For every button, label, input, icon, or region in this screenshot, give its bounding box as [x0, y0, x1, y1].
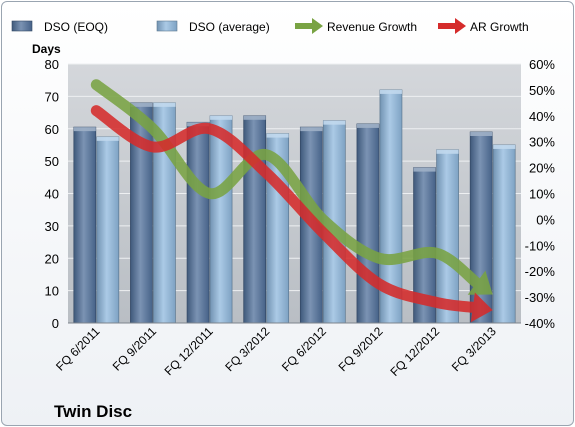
y-axis-ticks: 0 10 20 30 40 50 60 70 80: [45, 57, 59, 331]
y-tick-label: 60: [45, 122, 59, 137]
y-tick-label: 0: [52, 316, 59, 331]
bar-top: [243, 115, 266, 120]
bar-group: [96, 136, 120, 324]
line-path: [90, 105, 479, 313]
legend-swatch: [156, 20, 178, 32]
legend-label: Revenue Growth: [327, 20, 417, 34]
bar-top: [153, 102, 176, 107]
legend-swatch: [11, 20, 33, 32]
y-tick-label: 50: [45, 154, 59, 169]
bar: [96, 136, 120, 324]
bar-top: [356, 123, 379, 128]
x-tick-label: FQ 12/2011: [162, 324, 216, 378]
x-tick-label: FQ 9/2012: [336, 324, 386, 374]
bar-top: [300, 127, 323, 132]
x-tick-label: FQ 3/2013: [449, 324, 499, 374]
legend-label: AR Growth: [470, 20, 529, 34]
y2-tick-label: -20%: [525, 264, 556, 279]
legend-item: AR Growth: [438, 18, 529, 34]
y2-tick-label: -30%: [525, 290, 556, 305]
y2-tick-label: 50%: [529, 83, 555, 98]
line-arrowhead: [467, 270, 493, 295]
legend-label: DSO (average): [189, 20, 270, 34]
y-tick-label: 70: [45, 89, 59, 104]
bar-group: [356, 123, 380, 324]
x-tick-label: FQ 9/2011: [110, 324, 160, 374]
x-tick-label: FQ 3/2012: [222, 324, 272, 374]
y2-tick-label: 20%: [529, 161, 555, 176]
y2-tick-label: 10%: [529, 187, 555, 202]
bar-group: [436, 149, 459, 324]
growth-line: [90, 105, 493, 323]
bar-group: [209, 115, 233, 324]
bar: [356, 123, 380, 324]
y-tick-label: 80: [45, 57, 59, 72]
y2-axis-ticks: -40% -30% -20% -10% 0% 10% 20% 30% 40% 50% 60%: [525, 57, 556, 331]
line-arrowhead: [470, 292, 493, 323]
bar-top: [96, 136, 119, 141]
y-tick-label: 30: [45, 219, 59, 234]
x-tick-label: FQ 6/2012: [279, 324, 329, 374]
bar-top: [130, 102, 153, 107]
y-tick-label: 20: [45, 251, 59, 266]
bar-group: [492, 144, 516, 324]
bar-top: [493, 144, 516, 149]
legend-swatch-arrowhead: [312, 18, 323, 34]
legend-item: Revenue Growth: [295, 18, 417, 34]
y-tick-label: 40: [45, 187, 59, 202]
bar-top: [379, 89, 402, 94]
bar: [492, 144, 516, 324]
bar-top: [323, 120, 346, 125]
bars: [73, 89, 516, 324]
bar-top: [413, 167, 436, 172]
bar: [73, 126, 97, 324]
growth-line: [90, 79, 493, 295]
line-path: [90, 79, 482, 289]
legend-item: DSO (average): [156, 20, 270, 34]
y2-tick-label: 30%: [529, 135, 555, 150]
x-tick-label: FQ 6/2011: [53, 324, 103, 374]
x-axis-ticks: FQ 6/2011 FQ 9/2011 FQ 12/2011 FQ 3/2012 FQ …: [53, 324, 499, 379]
bar-top: [436, 149, 459, 154]
bar-top: [266, 133, 289, 138]
bar-top: [470, 131, 493, 136]
bar: [209, 115, 233, 324]
legend-label: DSO (EOQ): [44, 20, 108, 34]
x-tick-label: FQ 12/2012: [387, 324, 442, 379]
y2-tick-label: 60%: [529, 57, 555, 72]
y2-tick-label: 40%: [529, 109, 555, 124]
bar-group: [73, 126, 97, 324]
bar: [436, 149, 459, 324]
y-axis-label: Days: [32, 42, 61, 56]
legend-swatch-arrowhead: [455, 18, 466, 34]
bar-group: [186, 121, 210, 324]
y2-tick-label: -40%: [525, 316, 556, 331]
y2-tick-label: 0%: [536, 212, 555, 227]
growth-lines: [90, 79, 493, 323]
y2-tick-label: -10%: [525, 238, 556, 253]
bar-top: [210, 115, 233, 120]
y-tick-label: 10: [45, 284, 59, 299]
company-name: Twin Disc: [54, 402, 132, 421]
bar-top: [73, 127, 96, 132]
legend: DSO (EOQ) DSO (average) Revenue Growth AR G…: [11, 18, 529, 34]
legend-item: DSO (EOQ): [11, 20, 108, 34]
bar: [186, 121, 210, 324]
